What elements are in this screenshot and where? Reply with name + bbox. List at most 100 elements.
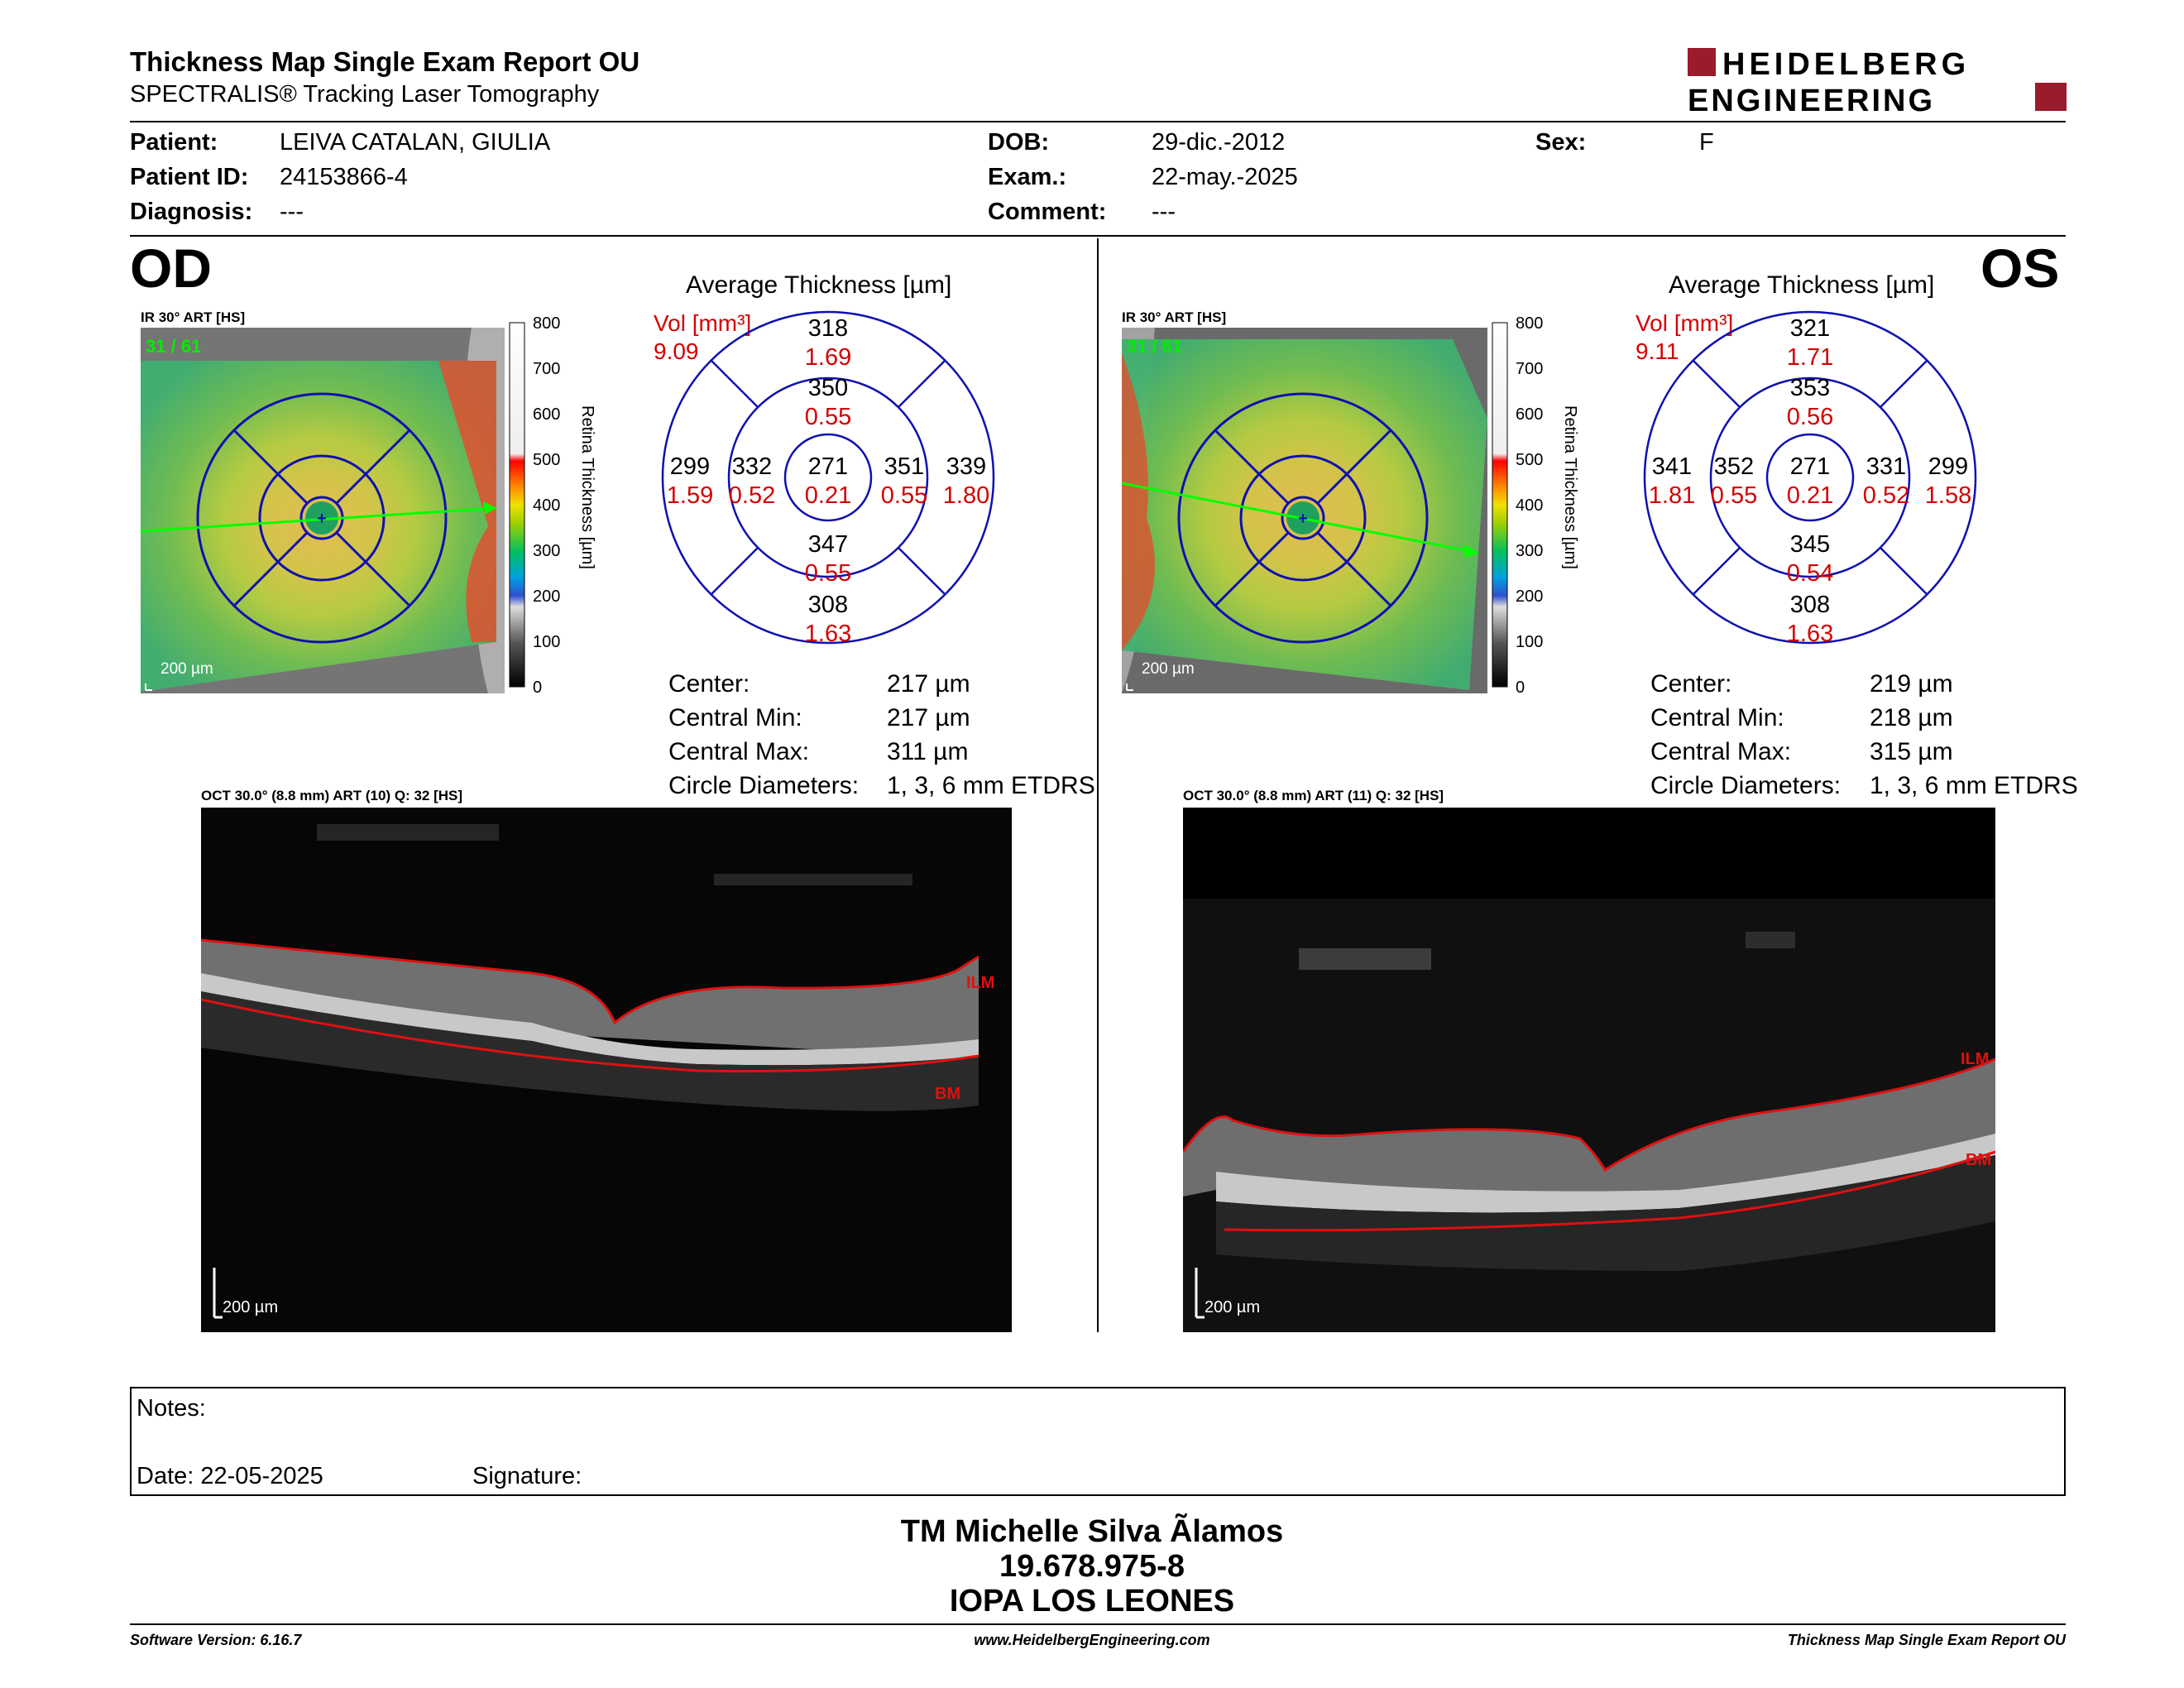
os-cbar-tick: 300 <box>1516 542 1543 560</box>
od-temp-out-volume: 1.59 <box>667 482 713 509</box>
os-inf-out-volume: 1.63 <box>1787 621 1833 647</box>
od-oct-label: OCT 30.0° (8.8 mm) ART (10) Q: 32 [HS] <box>201 788 463 803</box>
os-cbar-tick: 100 <box>1516 633 1543 651</box>
notes-label: Notes: <box>136 1395 206 1422</box>
svg-text:+: + <box>317 510 327 528</box>
os-cbar-tick: 200 <box>1516 587 1543 606</box>
od-diam-value: 1, 3, 6 mm ETDRS <box>887 772 1095 799</box>
os-oct-bscan: ILM BM 200 µm <box>1181 808 1996 1332</box>
od-cbar-tick: 300 <box>533 542 560 560</box>
eye-divider <box>1097 238 1099 1332</box>
od-avg-thickness-title: Average Thickness [µm] <box>686 271 952 299</box>
os-fundus-thickness-map: + 31 / 61 200 µm <box>1121 328 1487 693</box>
od-inf-out-thickness: 308 <box>808 592 848 618</box>
os-bm-label: BM <box>1966 1151 1991 1169</box>
os-nas-out-volume: 1.58 <box>1925 482 1971 509</box>
os-max-label: Central Max: <box>1650 738 1792 765</box>
od-nas-in-volume: 0.55 <box>881 482 927 509</box>
os-nas-in-thickness: 331 <box>1866 453 1906 480</box>
od-temp-in-thickness: 332 <box>732 453 772 480</box>
os-cbar-tick: 500 <box>1516 451 1543 469</box>
od-cbar-tick: 400 <box>533 496 560 515</box>
diagnosis-value: --- <box>280 199 304 225</box>
od-stats-labels: Center: Central Min: Central Max: Circle… <box>668 667 859 803</box>
diagnosis-label: Diagnosis: <box>130 199 253 225</box>
od-nas-out-thickness: 339 <box>946 453 986 480</box>
heidelberg-logo: HEIDELBERG ENGINEERING <box>1688 45 2068 118</box>
header-divider <box>130 121 2066 122</box>
os-sup-out-volume: 1.71 <box>1787 344 1833 371</box>
od-nas-out-volume: 1.80 <box>943 482 989 509</box>
od-center-value: 217 µm <box>887 670 970 698</box>
os-sup-in-thickness: 353 <box>1790 375 1830 401</box>
sex-label: Sex: <box>1535 129 1587 156</box>
od-center-thickness: 271 <box>808 453 848 480</box>
report-subtitle: SPECTRALIS® Tracking Laser Tomography <box>130 81 600 108</box>
os-sup-in-volume: 0.56 <box>1787 404 1833 430</box>
od-cbar-label: Retina Thickness [µm] <box>578 405 596 569</box>
date-label: Date: 22-05-2025 <box>136 1463 323 1489</box>
os-center-value: 219 µm <box>1870 670 1953 698</box>
os-cbar-tick: 0 <box>1516 679 1525 695</box>
svg-text:+: + <box>1298 510 1308 528</box>
os-avg-thickness-title: Average Thickness [µm] <box>1669 271 1935 299</box>
os-cbar-tick: 400 <box>1516 496 1543 515</box>
od-inf-in-volume: 0.55 <box>805 560 851 587</box>
patient-name: LEIVA CATALAN, GIULIA <box>280 129 551 156</box>
patient-label: Patient: <box>130 129 218 156</box>
od-bm-label: BM <box>935 1085 960 1103</box>
od-cbar-tick: 800 <box>533 314 560 333</box>
os-nas-out-thickness: 299 <box>1928 453 1968 480</box>
od-oct-scale: 200 µm <box>223 1298 278 1316</box>
od-ir-label: IR 30° ART [HS] <box>141 309 246 325</box>
footer-report-name: Thickness Map Single Exam Report OU <box>1787 1632 2066 1648</box>
exam-value: 22-may.-2025 <box>1152 164 1298 190</box>
od-colorbar: 800 700 600 500 400 300 200 100 0 Retina… <box>508 314 607 697</box>
od-inf-in-thickness: 347 <box>808 531 848 558</box>
os-ir-label: IR 30° ART [HS] <box>1122 309 1227 325</box>
os-cbar-tick: 800 <box>1516 314 1543 333</box>
os-stats-values: 219 µm 218 µm 315 µm 1, 3, 6 mm ETDRS <box>1870 667 2078 803</box>
os-center-label: Center: <box>1650 670 1732 698</box>
report-title: Thickness Map Single Exam Report OU <box>130 46 640 77</box>
od-sup-out-volume: 1.69 <box>805 344 851 371</box>
signature-label: Signature: <box>472 1463 582 1489</box>
comment-label: Comment: <box>988 199 1107 225</box>
os-colorbar: 800 700 600 500 400 300 200 100 0 Retina… <box>1491 314 1590 697</box>
os-fundus-scale: 200 µm <box>1142 660 1195 678</box>
os-center-volume: 0.21 <box>1787 482 1833 509</box>
od-min-value: 217 µm <box>887 704 970 731</box>
website-link[interactable]: www.HeidelbergEngineering.com <box>974 1632 1210 1648</box>
os-diam-value: 1, 3, 6 mm ETDRS <box>1870 772 2078 799</box>
os-oct-label: OCT 30.0° (8.8 mm) ART (11) Q: 32 [HS] <box>1183 788 1444 803</box>
info-divider <box>130 235 2066 237</box>
od-fundus-thickness-map: + 31 / 61 200 µm <box>140 328 505 693</box>
od-cbar-tick: 600 <box>533 405 560 424</box>
signature-institution: IOPA LOS LEONES <box>949 1584 1235 1618</box>
os-min-label: Central Min: <box>1650 704 1784 731</box>
notes-box[interactable]: Notes: Date: 22-05-2025 Signature: <box>130 1387 2066 1496</box>
patient-id-label: Patient ID: <box>130 164 249 190</box>
sex-value: F <box>1699 129 1714 156</box>
od-cbar-tick: 200 <box>533 587 560 606</box>
os-cbar-tick: 600 <box>1516 405 1543 424</box>
od-cbar-tick: 100 <box>533 633 560 651</box>
od-nas-in-thickness: 351 <box>884 453 924 480</box>
od-frame-counter: 31 / 61 <box>146 336 201 357</box>
od-max-label: Central Max: <box>668 738 810 765</box>
os-min-value: 218 µm <box>1870 704 1953 731</box>
od-min-label: Central Min: <box>668 704 802 731</box>
dob-value: 29-dic.-2012 <box>1152 129 1286 156</box>
os-center-thickness: 271 <box>1790 453 1830 480</box>
dob-label: DOB: <box>988 129 1050 156</box>
os-cbar-label: Retina Thickness [µm] <box>1561 405 1579 569</box>
os-temp-in-thickness: 352 <box>1714 453 1754 480</box>
signature-id: 19.678.975-8 <box>999 1549 1185 1584</box>
od-diam-label: Circle Diameters: <box>668 772 860 799</box>
od-fundus-scale: 200 µm <box>160 660 213 678</box>
os-vol-total: 9.11 <box>1636 338 1679 364</box>
od-etdrs-grid: 318 1.69 350 0.55 299 1.59 332 0.52 271 … <box>659 308 998 647</box>
od-stats-values: 217 µm 217 µm 311 µm 1, 3, 6 mm ETDRS <box>887 667 1095 803</box>
od-vol-label: Vol [mm³] <box>654 310 752 336</box>
os-temp-out-volume: 1.81 <box>1649 482 1695 509</box>
